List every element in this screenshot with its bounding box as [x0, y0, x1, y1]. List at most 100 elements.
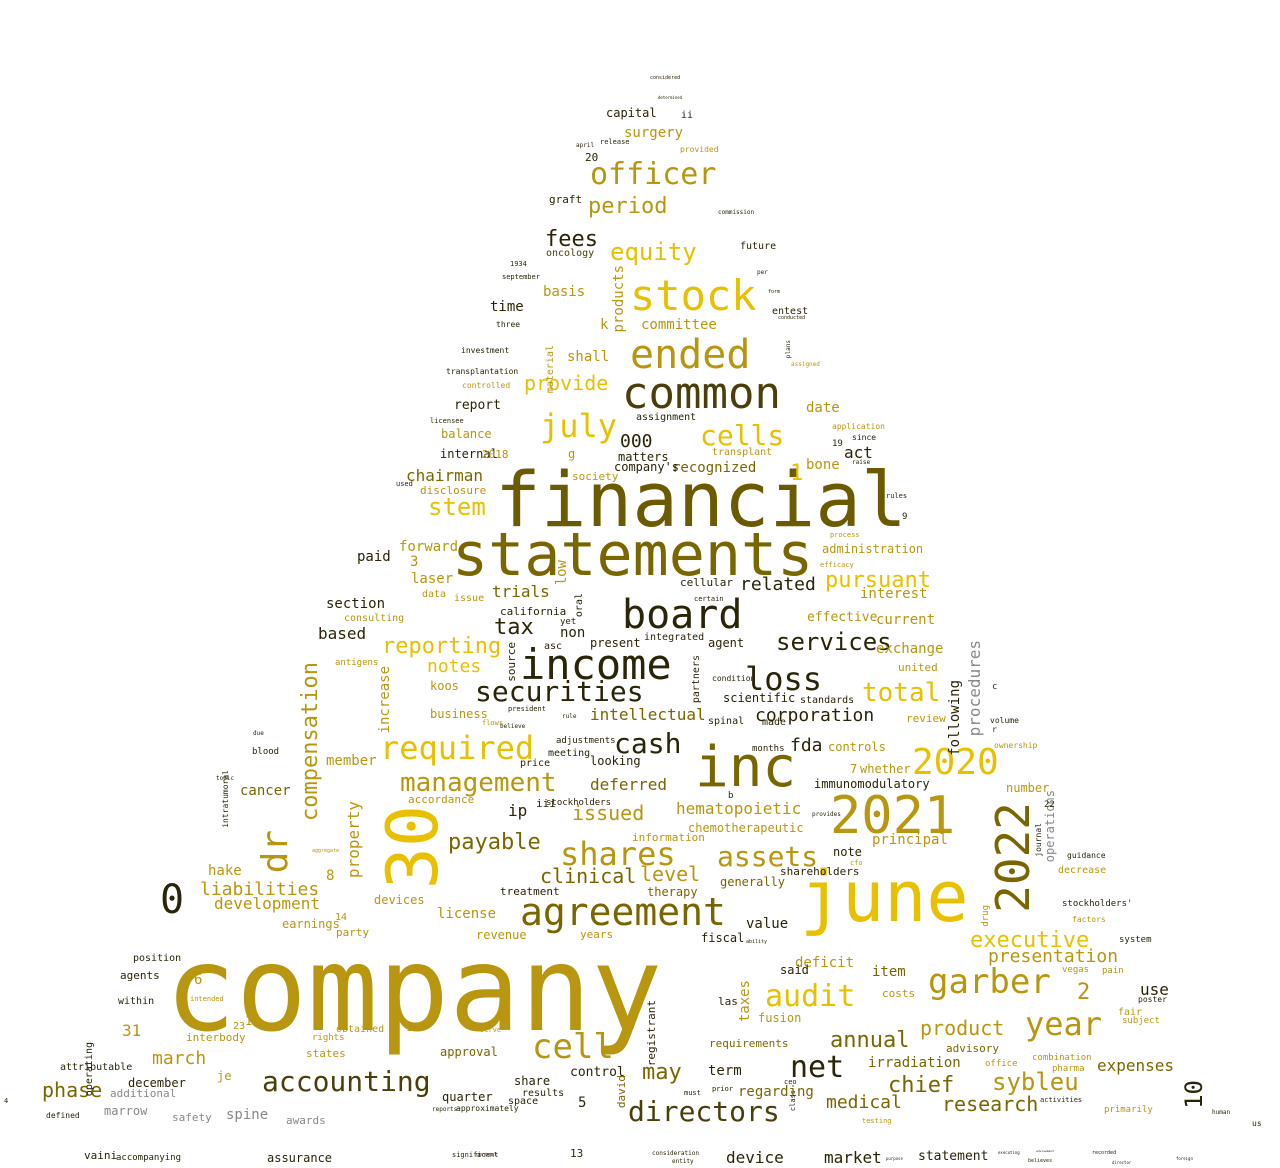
word-must: must	[684, 1089, 701, 1097]
word-increase: increase	[377, 666, 393, 734]
word-development: development	[214, 894, 320, 913]
word-since: since	[852, 433, 877, 442]
word-provide: provide	[524, 371, 609, 395]
word-low: low	[554, 560, 570, 586]
word-decrease: decrease	[1058, 865, 1107, 876]
word-income: income	[520, 640, 672, 689]
word-deficit: deficit	[795, 955, 855, 971]
word-n5: 5	[578, 1095, 587, 1111]
word-n2021: 2021	[830, 786, 956, 846]
word-reporting: reporting	[382, 634, 502, 659]
word-journal: journal	[1034, 823, 1043, 857]
word-n1934: 1934	[510, 260, 527, 268]
word-products: products	[611, 265, 627, 333]
word-control: control	[570, 1065, 625, 1080]
word-antigens: antigens	[335, 658, 379, 668]
word-board: board	[622, 592, 743, 638]
word-assurance: assurance	[267, 1151, 333, 1165]
word-annual: annual	[830, 1028, 910, 1053]
word-shares: shares	[560, 835, 676, 873]
word-note: note	[833, 845, 862, 859]
word-presentation: presentation	[988, 946, 1119, 967]
word-equity: equity	[610, 238, 697, 266]
word-source: source	[505, 642, 518, 682]
word-hematopoietic: hematopoietic	[676, 799, 802, 818]
word-poster: poster	[1138, 995, 1167, 1004]
word-conducted: conducted	[778, 315, 806, 321]
word-term: term	[708, 1063, 742, 1079]
word-executing: executing	[998, 1150, 1020, 1155]
word-president: president	[508, 705, 546, 713]
word-device: device	[726, 1148, 784, 1167]
word-accordance: accordance	[408, 793, 475, 806]
word-issued: issued	[572, 801, 645, 825]
word-fees: fees	[545, 227, 598, 252]
word-future: future	[740, 241, 777, 252]
word-commission: commission	[718, 209, 755, 216]
word-accompanying: accompanying	[116, 1153, 182, 1163]
word-stem: stem	[428, 493, 486, 521]
word-ended: ended	[630, 332, 751, 378]
word-research: research	[942, 1092, 1039, 1116]
word-executive: executive	[970, 928, 1090, 953]
word-california: california	[500, 605, 567, 618]
word-chemotherapeutic: chemotherapeutic	[688, 821, 804, 835]
word-united: united	[898, 661, 938, 674]
word-ceo: ceo	[784, 1078, 797, 1086]
word-partners: partners	[691, 655, 702, 704]
word-three: three	[496, 320, 521, 329]
word-yet: yet	[560, 617, 577, 627]
word-company: company	[165, 920, 663, 1058]
word-koos: koos	[430, 679, 459, 693]
word-paid: paid	[357, 549, 391, 565]
word-standards: standards	[800, 695, 855, 706]
word-used: used	[396, 480, 413, 488]
word-cells: cells	[700, 419, 785, 452]
word-form: form	[768, 289, 781, 295]
word-ip: ip	[508, 801, 528, 820]
word-stock: stock	[630, 271, 757, 320]
word-believes: believes	[1028, 1158, 1053, 1164]
word-raise: raise	[852, 459, 871, 466]
word-us: us	[1252, 1119, 1262, 1128]
word-immunomodulatory: immunomodulatory	[814, 777, 930, 791]
word-cfo: cfo	[850, 859, 863, 867]
word-information: information	[632, 831, 705, 844]
word-rights: rights	[312, 1033, 345, 1043]
word-n23: 23	[233, 1021, 246, 1032]
word-guidance: guidance	[1067, 851, 1106, 860]
word-december: december	[128, 1076, 186, 1090]
word-rule: rule	[562, 713, 577, 720]
word-space: space	[508, 1096, 539, 1107]
word-stockholders-: stockholders'	[1062, 899, 1133, 909]
word-principal: principal	[872, 832, 948, 848]
word-price: price	[520, 758, 551, 769]
word-june: june	[800, 856, 969, 938]
word-je: je	[217, 1069, 232, 1083]
word-human: human	[1212, 1109, 1231, 1116]
word-related: related	[740, 574, 816, 595]
word-ability: ability	[746, 939, 768, 945]
word-audit: audit	[765, 979, 856, 1014]
word-n15: 15	[245, 1014, 260, 1028]
word-april: april	[576, 142, 595, 149]
word-years: years	[580, 928, 614, 941]
word-financial: financial	[495, 455, 907, 544]
word-disclosure: disclosure	[420, 484, 487, 497]
word-administration: administration	[822, 542, 924, 556]
word-total: total	[862, 678, 941, 708]
word-k: k	[600, 317, 609, 333]
word-exchange: exchange	[876, 641, 944, 657]
word-n1: 1	[790, 461, 804, 486]
word-assigned: assigned	[791, 361, 820, 368]
word-spine: spine	[226, 1107, 269, 1123]
word-reports: reports	[432, 1106, 458, 1113]
word-year: year	[1025, 1005, 1103, 1043]
word-primarily: primarily	[1104, 1105, 1153, 1115]
word-flows: flows	[482, 719, 504, 727]
word-volume: volume	[990, 716, 1019, 725]
word-spinal: spinal	[708, 716, 745, 727]
word-agents: agents	[120, 969, 160, 982]
word-controlled: controlled	[462, 381, 511, 390]
word-procedures: procedures	[965, 640, 984, 737]
